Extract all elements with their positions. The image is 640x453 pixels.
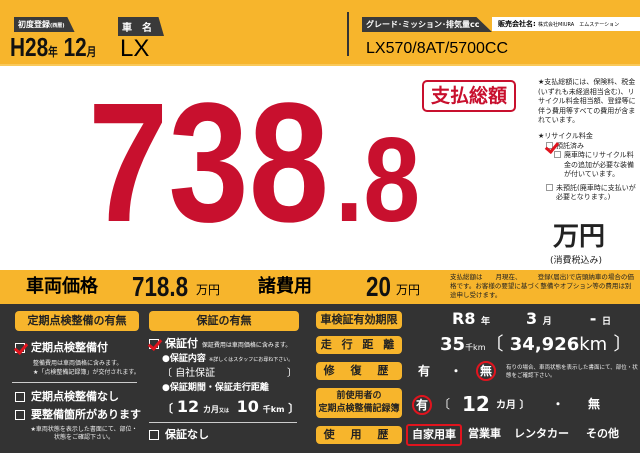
divider: [12, 382, 137, 383]
record-label: 前使用者の 定期点検整備記録簿: [316, 388, 402, 418]
warranty-no[interactable]: 保証なし: [149, 428, 209, 442]
repair-note: 有りの場合、車両状態を表示した書面にて、部位・状態をご確認下さい。: [506, 365, 638, 379]
grade: LX570/8AT/5700CC: [366, 40, 509, 57]
total-price-int: 738: [88, 68, 330, 258]
recycle-section: ★リサイクル料金 預託済み 廃車時にリサイクル料金の追加が必要な装備が付いていま…: [538, 132, 638, 203]
total-badge: 支払総額: [422, 80, 516, 112]
warranty-yes[interactable]: 保証付 保証費用は車両価格に含みます。: [149, 337, 291, 353]
price-band: 車両価格 718.8 万円 諸費用 20 万円 支払総額は 月現在、 登録(届出…: [0, 270, 640, 304]
record-open: 〔: [438, 397, 451, 411]
repair-yes[interactable]: 有: [418, 364, 431, 378]
use-rental[interactable]: レンタカー: [514, 427, 569, 440]
reg-label: 初度登録(西暦): [14, 17, 75, 32]
warranty-period-label: ●保証期間・保証走行距離: [162, 383, 269, 393]
grade-label: グレード･ミッション･排気量cc: [362, 17, 492, 32]
shaken-label: 車検証有効期限: [316, 311, 402, 329]
inspection-yes[interactable]: 定期点検整備付: [15, 341, 108, 355]
recycle-label: ★リサイクル料金: [538, 132, 593, 140]
use-private[interactable]: 自家用車: [406, 424, 462, 446]
total-note: ★支払総額には、保険料、税金(いずれも未経過相当含む)、リサイクル料金相当額、登…: [538, 78, 636, 124]
divider: [347, 12, 349, 56]
divider: [149, 422, 297, 423]
use-commercial[interactable]: 営業車: [468, 427, 501, 440]
repair-dot: ・: [450, 364, 463, 378]
mileage-label: 走 行 距 離: [316, 336, 402, 354]
warranty-title: 保証の有無: [149, 311, 299, 331]
fees-unit: 万円: [396, 283, 421, 297]
header-band: 初度登録(西暦) H28年 12月 車 名 LX グレード･ミッション･排気量c…: [0, 0, 640, 66]
inspection-title: 定期点検整備の有無: [15, 311, 139, 331]
inspection-yes-note: 整備費用は車両価格に含みます。 ★「点検整備記録簿」が交付されます。: [33, 360, 140, 376]
fees: 20: [366, 271, 391, 302]
repair-no[interactable]: 無: [476, 361, 496, 381]
use-other[interactable]: その他: [586, 427, 619, 440]
record-unit: カ月 〕: [496, 400, 530, 411]
recycle-opt1-checkbox[interactable]: [554, 151, 561, 158]
mileage: 35千km〔 34,926km 〕: [440, 334, 632, 355]
dealer: 販売会社名: 株式会社MIURA エムステーション: [492, 17, 640, 31]
record-no[interactable]: 無: [588, 397, 601, 411]
warranty-content: 〔 自社保証〕: [162, 368, 297, 379]
inspection-need[interactable]: 要整備箇所があります: [15, 408, 141, 422]
reg-date: H28年 12月: [10, 32, 97, 62]
total-unit: 万円: [553, 222, 606, 252]
info-panel: 定期点検整備の有無 定期点検整備付 整備費用は車両価格に含みます。 ★「点検整備記…: [0, 304, 640, 453]
warranty-period: 〔 12 カ月又は 10 千km 〕: [162, 397, 300, 416]
record-dot: ・: [552, 397, 565, 411]
recycle-paid-checkbox[interactable]: [546, 142, 553, 149]
price-note: 支払総額は 月現在、 登録(届出)で店頭納車の場合の価格です。お客様の要望に基づ…: [450, 273, 634, 299]
warranty-content-label: ●保証内容 ※詳しくはスタッフにお尋ね下さい。: [162, 354, 294, 364]
car-name: LX: [120, 35, 150, 62]
inspection-no[interactable]: 定期点検整備なし: [15, 390, 119, 404]
inspection-need-note: ★車両状態を表示した書面にて、部位・状態をご確認下さい。: [30, 426, 138, 441]
use-label: 使 用 歴: [316, 426, 402, 444]
record-yes[interactable]: 有: [412, 395, 432, 415]
vehicle-price: 718.8: [132, 271, 189, 302]
vehicle-price-label: 車両価格: [26, 276, 98, 297]
vehicle-price-unit: 万円: [196, 283, 221, 297]
fees-label: 諸費用: [258, 276, 312, 297]
total-price-dec: .8: [335, 113, 421, 247]
record-months: 12: [462, 392, 490, 416]
total-tax: (消費税込み): [550, 256, 603, 266]
recycle-opt2-checkbox[interactable]: [546, 183, 553, 191]
repair-label: 修 復 歴: [316, 362, 402, 380]
name-label: 車 名: [118, 17, 164, 36]
